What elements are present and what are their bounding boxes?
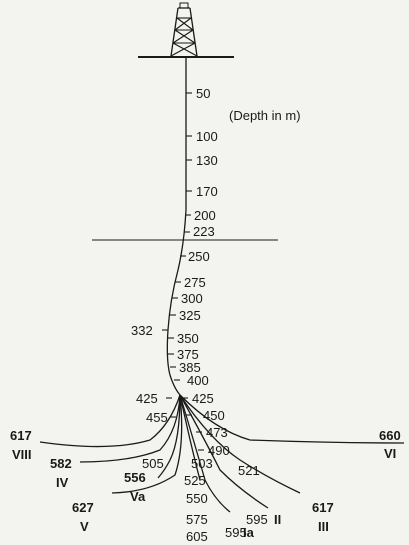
depth-label: 503	[191, 456, 213, 471]
depth-label: 425	[136, 391, 158, 406]
svg-text:II: II	[274, 512, 281, 527]
branch-end-va: 556 Va	[124, 470, 146, 504]
depth-label: 521	[238, 463, 260, 478]
branch-iv	[79, 394, 181, 463]
depth-label: 400	[187, 373, 209, 388]
svg-text:VIII: VIII	[12, 447, 32, 462]
branch-end-vi: 660 VI	[379, 428, 401, 461]
svg-text:627: 627	[72, 500, 94, 515]
branch-ia-inner	[179, 394, 201, 481]
svg-text:Ia: Ia	[243, 525, 255, 540]
depth-label: 375	[177, 347, 199, 362]
depth-label: 505	[142, 456, 164, 471]
svg-text:617: 617	[312, 500, 334, 515]
svg-text:556: 556	[124, 470, 146, 485]
svg-text:582: 582	[50, 456, 72, 471]
depth-label: 525	[184, 473, 206, 488]
depth-label: 170	[196, 184, 218, 199]
branch-end-ii: II	[274, 512, 281, 527]
depth-label: 130	[196, 153, 218, 168]
branch-va	[157, 394, 181, 479]
svg-text:VI: VI	[384, 446, 396, 461]
depth-label: 325	[179, 308, 201, 323]
depth-label: 490	[208, 443, 230, 458]
depth-label: 575	[186, 512, 208, 527]
branch-iii	[179, 394, 301, 494]
drilling-rig-icon	[138, 2, 234, 58]
depth-label: 200	[194, 208, 216, 223]
svg-text:III: III	[318, 519, 329, 534]
depth-label: 455	[146, 410, 168, 425]
depth-label: 50	[196, 86, 210, 101]
depth-unit-label: (Depth in m)	[229, 108, 301, 123]
depth-label: 332	[131, 323, 153, 338]
branch-end-ia: Ia	[243, 525, 255, 540]
depth-label: 250	[188, 249, 210, 264]
branch-ia	[179, 394, 231, 513]
depth-label: 425	[192, 391, 214, 406]
depth-label: 605	[186, 529, 208, 544]
depth-label: 300	[181, 291, 203, 306]
branch-v	[111, 394, 183, 494]
depth-label: 550	[186, 491, 208, 506]
depth-label: 385	[179, 360, 201, 375]
branch-end-iv: 582 IV	[50, 456, 72, 490]
depth-label: 473	[206, 425, 228, 440]
depth-label: 595	[246, 512, 268, 527]
svg-text:V: V	[80, 519, 89, 534]
depth-ticks	[162, 92, 204, 451]
depth-label: 450	[203, 408, 225, 423]
branch-ii	[179, 394, 269, 509]
depth-label: 275	[184, 275, 206, 290]
branch-end-viii: 617 VIII	[10, 428, 32, 462]
depth-label: 100	[196, 129, 218, 144]
svg-text:660: 660	[379, 428, 401, 443]
svg-text:617: 617	[10, 428, 32, 443]
branch-end-iii: 617 III	[312, 500, 334, 534]
depth-label: 350	[177, 331, 199, 346]
main-wellbore	[166, 57, 187, 396]
svg-text:IV: IV	[56, 475, 69, 490]
branch-vi	[179, 394, 405, 444]
branch-viii	[39, 394, 181, 448]
depth-label: 595	[225, 525, 247, 540]
branch-end-v: 627 V	[72, 500, 94, 534]
depth-label: 223	[193, 224, 215, 239]
svg-text:Va: Va	[130, 489, 146, 504]
